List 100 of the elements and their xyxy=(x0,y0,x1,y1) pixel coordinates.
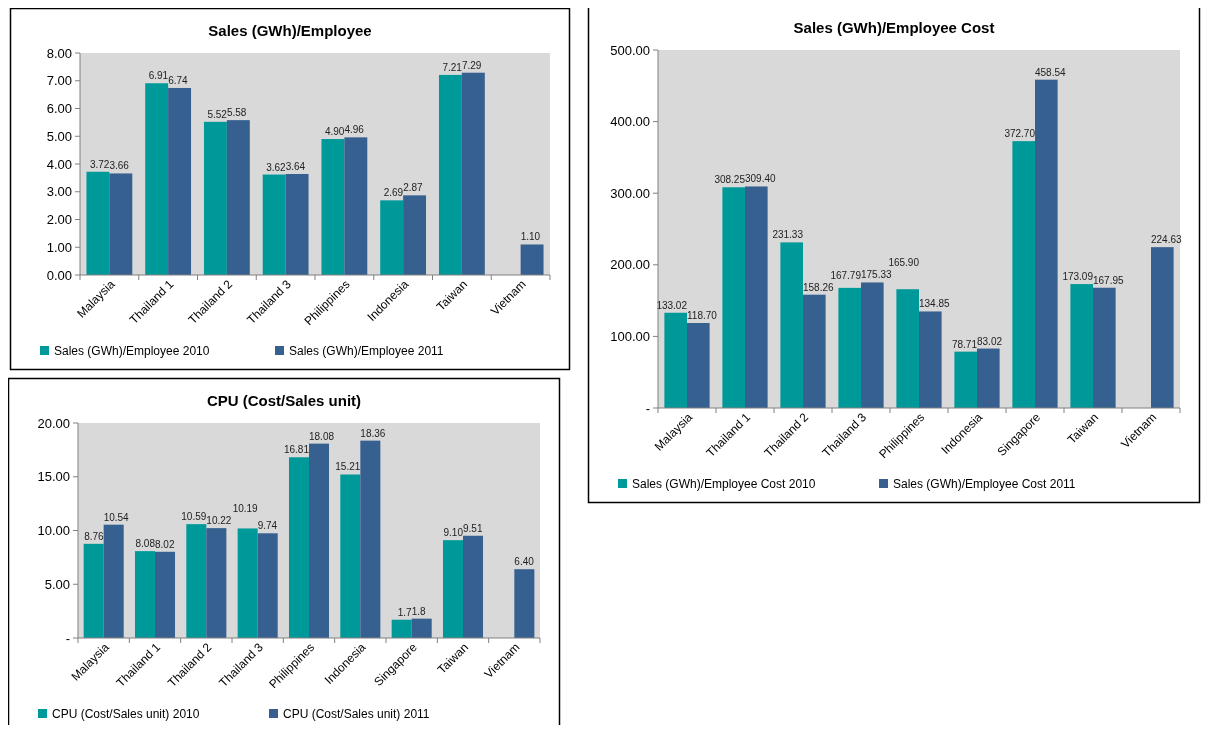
y-tick-label: 20.00 xyxy=(37,415,70,431)
chart-title: CPU (Cost/Sales unit) xyxy=(206,392,362,409)
data-label: 308.25 xyxy=(714,174,746,186)
bar xyxy=(237,528,258,638)
legend-label: Sales (GWh)/Employee 2010 xyxy=(54,344,210,358)
y-tick-label: 1.00 xyxy=(46,239,72,255)
y-tick-label: 200.00 xyxy=(610,257,650,273)
y-tick-label: - xyxy=(65,630,70,646)
data-label: 134.85 xyxy=(919,298,951,310)
bar xyxy=(442,540,463,638)
bar xyxy=(1093,287,1116,408)
bar xyxy=(687,323,710,408)
bar xyxy=(838,287,861,408)
bar xyxy=(896,289,919,408)
data-label: 133.02 xyxy=(656,299,688,311)
bar xyxy=(155,551,176,638)
bar xyxy=(168,87,192,275)
data-label: 458.54 xyxy=(1035,66,1067,78)
bar xyxy=(780,242,803,408)
bar xyxy=(722,187,745,408)
data-label: 18.36 xyxy=(360,427,386,439)
bar xyxy=(461,72,485,275)
data-label: 3.72 xyxy=(89,158,110,170)
data-label: 3.64 xyxy=(285,160,306,172)
bar xyxy=(954,351,977,408)
data-label: 6.74 xyxy=(168,74,189,86)
bar xyxy=(288,457,309,638)
y-tick-label: 2.00 xyxy=(46,212,72,228)
bar xyxy=(103,524,124,638)
bar xyxy=(861,282,884,408)
data-label: 8.02 xyxy=(155,538,175,550)
data-label: 2.87 xyxy=(403,182,424,194)
legend-label: Sales (GWh)/Employee Cost 2011 xyxy=(893,477,1076,491)
y-tick-label: - xyxy=(645,400,650,416)
bar xyxy=(86,171,110,275)
bar xyxy=(1035,79,1058,408)
data-label: 16.81 xyxy=(283,444,310,456)
data-label: 1.7 xyxy=(397,606,413,618)
bar xyxy=(206,528,227,638)
bar xyxy=(321,139,345,275)
data-label: 231.33 xyxy=(772,229,804,241)
bar xyxy=(309,443,330,638)
y-tick-label: 8.00 xyxy=(46,45,72,61)
bar xyxy=(1012,141,1035,408)
bar xyxy=(438,74,462,275)
y-tick-label: 10.00 xyxy=(37,523,70,539)
bar xyxy=(664,312,687,408)
legend-label: Sales (GWh)/Employee 2011 xyxy=(289,344,444,358)
data-label: 2.69 xyxy=(383,187,404,199)
bar xyxy=(403,195,427,275)
bar xyxy=(803,294,826,408)
bar xyxy=(340,474,361,638)
data-label: 15.21 xyxy=(335,461,361,473)
bar xyxy=(1151,247,1174,408)
legend-label: CPU (Cost/Sales unit) 2011 xyxy=(283,707,430,721)
bar xyxy=(83,543,104,638)
bar xyxy=(514,569,535,638)
y-tick-label: 6.00 xyxy=(46,101,72,117)
bar xyxy=(262,174,286,275)
bar xyxy=(919,311,942,408)
bar xyxy=(203,121,227,275)
y-tick-label: 4.00 xyxy=(46,156,72,172)
data-label: 9.74 xyxy=(257,520,278,532)
y-tick-label: 5.00 xyxy=(44,576,70,592)
bar xyxy=(411,618,432,638)
bar xyxy=(285,173,309,275)
data-label: 3.62 xyxy=(266,161,287,173)
data-label: 5.58 xyxy=(226,107,247,119)
data-label: 175.33 xyxy=(861,269,893,281)
data-label: 10.54 xyxy=(103,511,130,523)
bar xyxy=(463,535,484,638)
bar xyxy=(134,551,155,638)
chart-title: Sales (GWh)/Employee Cost xyxy=(793,19,995,36)
y-tick-label: 7.00 xyxy=(46,73,72,89)
data-label: 4.96 xyxy=(344,124,365,136)
data-label: 7.21 xyxy=(442,61,463,73)
data-label: 10.22 xyxy=(206,515,232,527)
bar xyxy=(226,120,250,275)
data-label: 1.8 xyxy=(411,605,427,617)
legend-label: Sales (GWh)/Employee Cost 2010 xyxy=(632,477,816,491)
data-label: 7.29 xyxy=(461,59,482,71)
y-tick-label: 0.00 xyxy=(46,267,72,283)
data-label: 3.66 xyxy=(109,160,130,172)
y-tick-label: 15.00 xyxy=(37,469,70,485)
y-tick-label: 300.00 xyxy=(610,185,650,201)
data-label: 118.70 xyxy=(687,310,718,322)
data-label: 165.90 xyxy=(888,257,920,269)
data-label: 5.52 xyxy=(207,108,228,120)
data-label: 8.76 xyxy=(84,530,105,542)
chart-title: Sales (GWh)/Employee xyxy=(208,22,372,39)
data-label: 4.90 xyxy=(324,126,345,138)
legend-label: CPU (Cost/Sales unit) 2010 xyxy=(52,707,200,721)
bar xyxy=(1070,284,1093,408)
data-label: 158.26 xyxy=(803,281,835,293)
data-label: 167.79 xyxy=(830,269,862,281)
bar xyxy=(344,137,368,275)
data-label: 1.10 xyxy=(520,231,541,243)
bar xyxy=(257,533,278,638)
bar xyxy=(745,186,768,408)
y-tick-label: 400.00 xyxy=(610,114,650,130)
